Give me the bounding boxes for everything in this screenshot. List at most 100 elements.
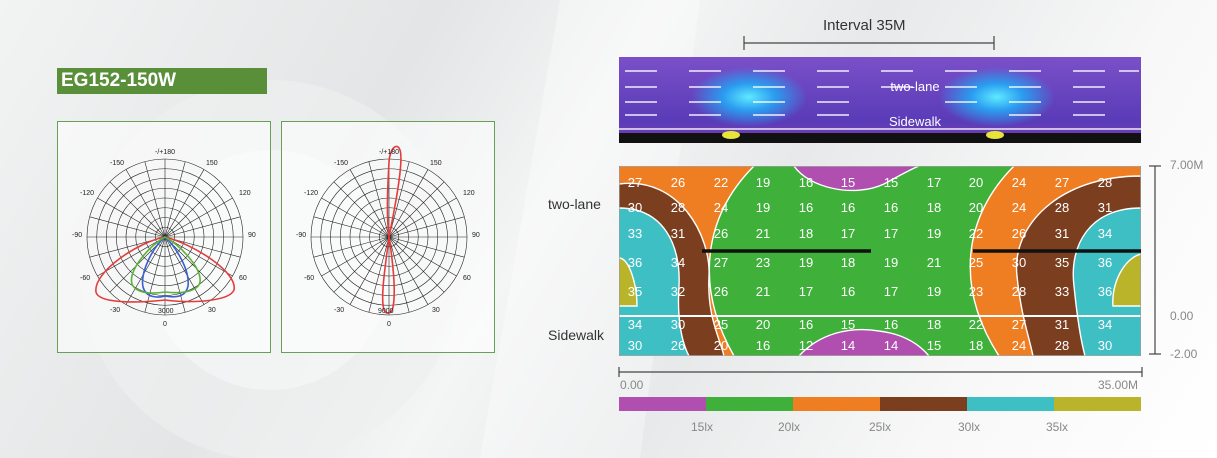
grid-cell-value: 24 [1012,338,1026,353]
grid-cell-value: 12 [799,338,813,353]
grid-cell-value: 25 [969,255,983,270]
grid-cell-value: 17 [927,175,941,190]
grid-cell-value: 19 [799,255,813,270]
grid-cell-value: 14 [884,338,898,353]
legend-swatch [1054,397,1141,411]
polar-label-30: 30 [208,307,216,314]
product-title: EG152-150W [57,68,267,94]
grid-cell-value: 20 [969,200,983,215]
axis-label-top: 7.00M [1170,158,1204,172]
grid-cell-value: 16 [799,200,813,215]
legend-label: 15lx [691,420,714,434]
axis-label-start: 0.00 [620,378,644,392]
grid-cell-value: 26 [1012,226,1026,241]
interval-dimension-line [743,36,995,50]
grid-right-axis [1149,165,1161,355]
legend-swatch [880,397,967,411]
grid-cell-value: 33 [1055,284,1069,299]
legend-swatch [706,397,793,411]
grid-cell-value: 16 [884,200,898,215]
legend-swatch [619,397,706,411]
grid-cell-value: 16 [799,317,813,332]
polar-label-150: 150 [430,160,442,167]
axis-label-end: 35.00M [1098,378,1139,392]
grid-cell-value: 16 [756,338,770,353]
grid-cell-value: 36 [1098,284,1112,299]
polar-chart-left: -/+180 150 -150 120 -120 90 -90 60 -60 3… [72,149,256,328]
grid-cell-value: 21 [756,284,770,299]
grid-cell-value: 28 [671,200,685,215]
grid-cell-value: 26 [714,226,728,241]
lamp-marker [722,131,740,139]
grid-cell-value: 18 [799,226,813,241]
grid-cell-value: 36 [628,255,642,270]
grid-cell-value: 16 [884,317,898,332]
grid-cell-value: 20 [969,175,983,190]
grid-cell-value: 28 [1012,284,1026,299]
grid-cell-value: 27 [1055,175,1069,190]
grid-cell-value: 18 [969,338,983,353]
grid-cell-value: 30 [671,317,685,332]
road-sidewalk-label: Sidewalk [889,114,942,129]
grid-cell-value: 30 [628,338,642,353]
polar-label-120: 120 [463,190,475,197]
legend-swatch [967,397,1054,411]
grid-cell-value: 18 [841,255,855,270]
road-lane-label: two-lane [890,79,939,94]
interval-label: Interval 35M [823,17,906,34]
polar-label-0: 0 [387,321,391,328]
grid-cell-value: 21 [756,226,770,241]
legend-label: 35lx [1046,420,1069,434]
polar-label-60: 60 [463,275,471,282]
grid-cell-value: 28 [1055,338,1069,353]
grid-cell-value: 30 [628,200,642,215]
polar-label-top: -/+180 [379,149,399,156]
grid-cell-value: 26 [671,175,685,190]
grid-cell-value: 31 [671,226,685,241]
illuminance-grid: 27 26 22 19 16 15 15 17 20 24 27 28 30 28 24 19 16 16 16 18… [619,166,1141,356]
grid-cell-value: 36 [1098,255,1112,270]
grid-cell-value: 35 [628,284,642,299]
grid-cell-value: 20 [756,317,770,332]
grid-cell-value: 24 [714,200,728,215]
polar-label-n90: -90 [296,232,306,239]
grid-cell-value: 31 [1098,200,1112,215]
grid-cell-value: 18 [927,200,941,215]
grid-cell-value: 19 [884,255,898,270]
grid-cell-value: 28 [1098,175,1112,190]
polar-label-n150: -150 [334,160,348,167]
polar-chart-right: -/+180 150 -150 120 -120 90 -90 60 -60 3… [296,145,480,328]
polar-label-60: 60 [239,275,247,282]
axis-label-zero: 0.00 [1170,309,1194,323]
grid-cell-value: 22 [714,175,728,190]
grid-cell-value: 21 [927,255,941,270]
grid-cell-value: 27 [628,175,642,190]
grid-cell-value: 17 [884,226,898,241]
grid-cell-value: 28 [1055,200,1069,215]
polar-label-n30: -30 [110,307,120,314]
grid-cell-value: 27 [1012,317,1026,332]
grid-cell-value: 15 [927,338,941,353]
grid-cell-value: 25 [714,317,728,332]
grid-cell-value: 19 [927,284,941,299]
grid-cell-value: 19 [756,200,770,215]
legend-label: 30lx [958,420,981,434]
grid-cell-value: 32 [671,284,685,299]
grid-cell-value: 34 [1098,226,1112,241]
polar-label-150: 150 [206,160,218,167]
grid-cell-value: 33 [628,226,642,241]
polar-label-90: 90 [248,232,256,239]
legend-label: 25lx [869,420,892,434]
grid-cell-value: 17 [841,226,855,241]
grid-cell-value: 15 [841,317,855,332]
grid-cell-value: 31 [1055,226,1069,241]
polar-diagram-right: -/+180 150 -150 120 -120 90 -90 60 -60 3… [281,121,495,353]
grid-cell-value: 30 [1012,255,1026,270]
grid-cell-value: 35 [1055,255,1069,270]
polar-label-120: 120 [239,190,251,197]
grid-cell-value: 17 [799,284,813,299]
grid-cell-value: 22 [969,317,983,332]
polar-diagram-left: -/+180 150 -150 120 -120 90 -90 60 -60 3… [57,121,271,353]
grid-cell-value: 15 [841,175,855,190]
grid-cell-value: 22 [969,226,983,241]
